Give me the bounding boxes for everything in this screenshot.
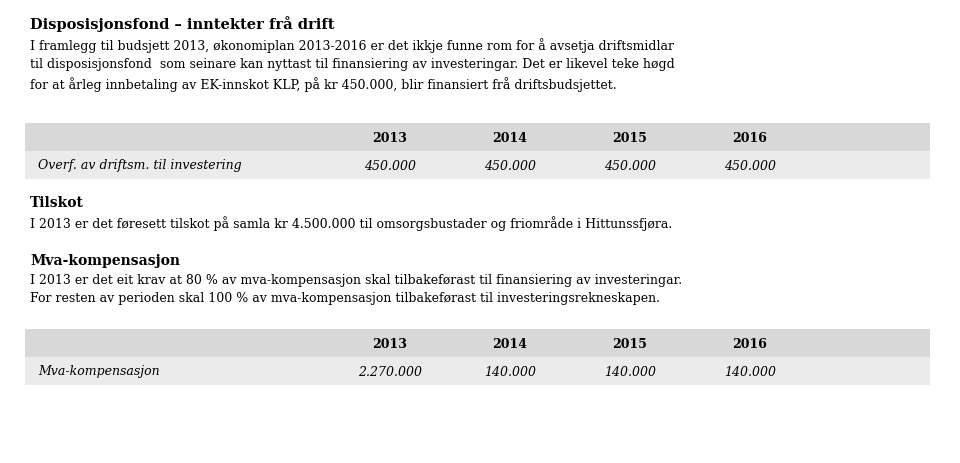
Text: 140.000: 140.000 bbox=[484, 365, 536, 378]
Text: 2014: 2014 bbox=[492, 337, 527, 350]
Text: 2015: 2015 bbox=[612, 337, 647, 350]
Text: 2014: 2014 bbox=[492, 131, 527, 144]
Text: 450.000: 450.000 bbox=[724, 159, 776, 172]
Bar bbox=[25, 329, 930, 357]
Text: Disposisjonsfond – inntekter frå drift: Disposisjonsfond – inntekter frå drift bbox=[30, 16, 334, 32]
Text: 2.270.000: 2.270.000 bbox=[358, 365, 422, 378]
Bar bbox=[25, 357, 930, 385]
Text: Tilskot: Tilskot bbox=[30, 195, 84, 210]
Text: I 2013 er det eit krav at 80 % av mva-kompensasjon skal tilbakeførast til finans: I 2013 er det eit krav at 80 % av mva-ko… bbox=[30, 274, 683, 304]
Text: 2016: 2016 bbox=[732, 131, 767, 144]
Text: I framlegg til budsjett 2013, økonomiplan 2013-2016 er det ikkje funne rom for å: I framlegg til budsjett 2013, økonomipla… bbox=[30, 38, 675, 92]
Bar bbox=[25, 124, 930, 152]
Text: 450.000: 450.000 bbox=[484, 159, 536, 172]
Text: Mva-kompensasjon: Mva-kompensasjon bbox=[38, 365, 159, 378]
Text: 450.000: 450.000 bbox=[364, 159, 416, 172]
Text: 140.000: 140.000 bbox=[604, 365, 656, 378]
Text: 140.000: 140.000 bbox=[724, 365, 776, 378]
Text: 2013: 2013 bbox=[372, 131, 407, 144]
Text: Overf. av driftsm. til investering: Overf. av driftsm. til investering bbox=[38, 159, 242, 172]
Text: 450.000: 450.000 bbox=[604, 159, 656, 172]
Text: I 2013 er det føresett tilskot på samla kr 4.500.000 til omsorgsbustader og frio: I 2013 er det føresett tilskot på samla … bbox=[30, 216, 672, 231]
Text: 2016: 2016 bbox=[732, 337, 767, 350]
Text: Mva-kompensasjon: Mva-kompensasjon bbox=[30, 253, 180, 268]
Text: 2013: 2013 bbox=[372, 337, 407, 350]
Text: 2015: 2015 bbox=[612, 131, 647, 144]
Bar bbox=[25, 152, 930, 180]
